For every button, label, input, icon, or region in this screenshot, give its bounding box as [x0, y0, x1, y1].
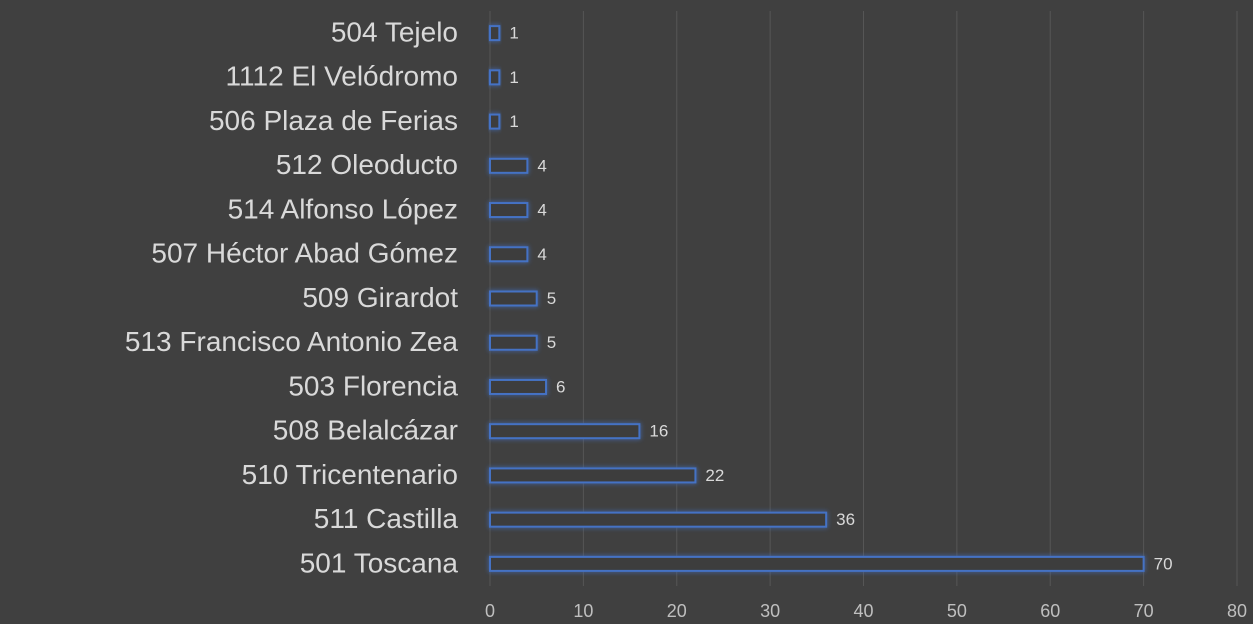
data-label: 4	[537, 201, 546, 220]
data-label: 5	[547, 333, 556, 352]
y-tick-label: 507 Héctor Abad Gómez	[151, 238, 458, 269]
y-tick-label: 512 Oleoducto	[276, 149, 458, 180]
bar	[489, 467, 697, 484]
data-label: 16	[649, 422, 668, 441]
bar	[489, 423, 641, 440]
bar	[489, 378, 548, 395]
bar	[489, 157, 529, 174]
data-label: 1	[509, 112, 518, 131]
bar	[489, 555, 1145, 572]
data-label: 36	[836, 510, 855, 529]
data-label: 4	[537, 245, 546, 264]
y-tick-label: 510 Tricentenario	[242, 459, 458, 490]
data-label: 1	[509, 68, 518, 87]
y-tick-label: 501 Toscana	[300, 547, 459, 578]
data-label: 70	[1154, 554, 1173, 573]
x-tick-label: 80	[1227, 601, 1247, 621]
y-tick-label: 506 Plaza de Ferias	[209, 105, 458, 136]
data-label: 22	[705, 466, 724, 485]
x-tick-label: 20	[667, 601, 687, 621]
y-tick-label: 514 Alfonso López	[228, 193, 458, 224]
x-tick-label: 0	[485, 601, 495, 621]
y-tick-label: 509 Girardot	[302, 282, 458, 313]
y-tick-label: 1112 El Velódromo	[226, 61, 458, 92]
data-label: 1	[509, 24, 518, 43]
bar	[489, 511, 828, 528]
y-tick-label: 511 Castilla	[314, 503, 459, 534]
y-tick-label: 508 Belalcázar	[273, 415, 458, 446]
x-tick-label: 30	[760, 601, 780, 621]
bar	[489, 113, 501, 130]
x-tick-label: 40	[853, 601, 873, 621]
data-label: 4	[537, 156, 546, 175]
bar	[489, 25, 501, 42]
y-tick-label: 513 Francisco Antonio Zea	[125, 326, 459, 357]
x-tick-label: 10	[573, 601, 593, 621]
y-tick-label: 504 Tejelo	[331, 17, 458, 48]
data-label: 6	[556, 377, 565, 396]
bar	[489, 202, 529, 219]
x-tick-label: 70	[1134, 601, 1154, 621]
x-tick-label: 50	[947, 601, 967, 621]
y-tick-label: 503 Florencia	[288, 370, 458, 401]
bar	[489, 290, 538, 307]
bar	[489, 69, 501, 86]
bar	[489, 246, 529, 263]
x-tick-label: 60	[1040, 601, 1060, 621]
data-label: 5	[547, 289, 556, 308]
bar	[489, 334, 538, 351]
